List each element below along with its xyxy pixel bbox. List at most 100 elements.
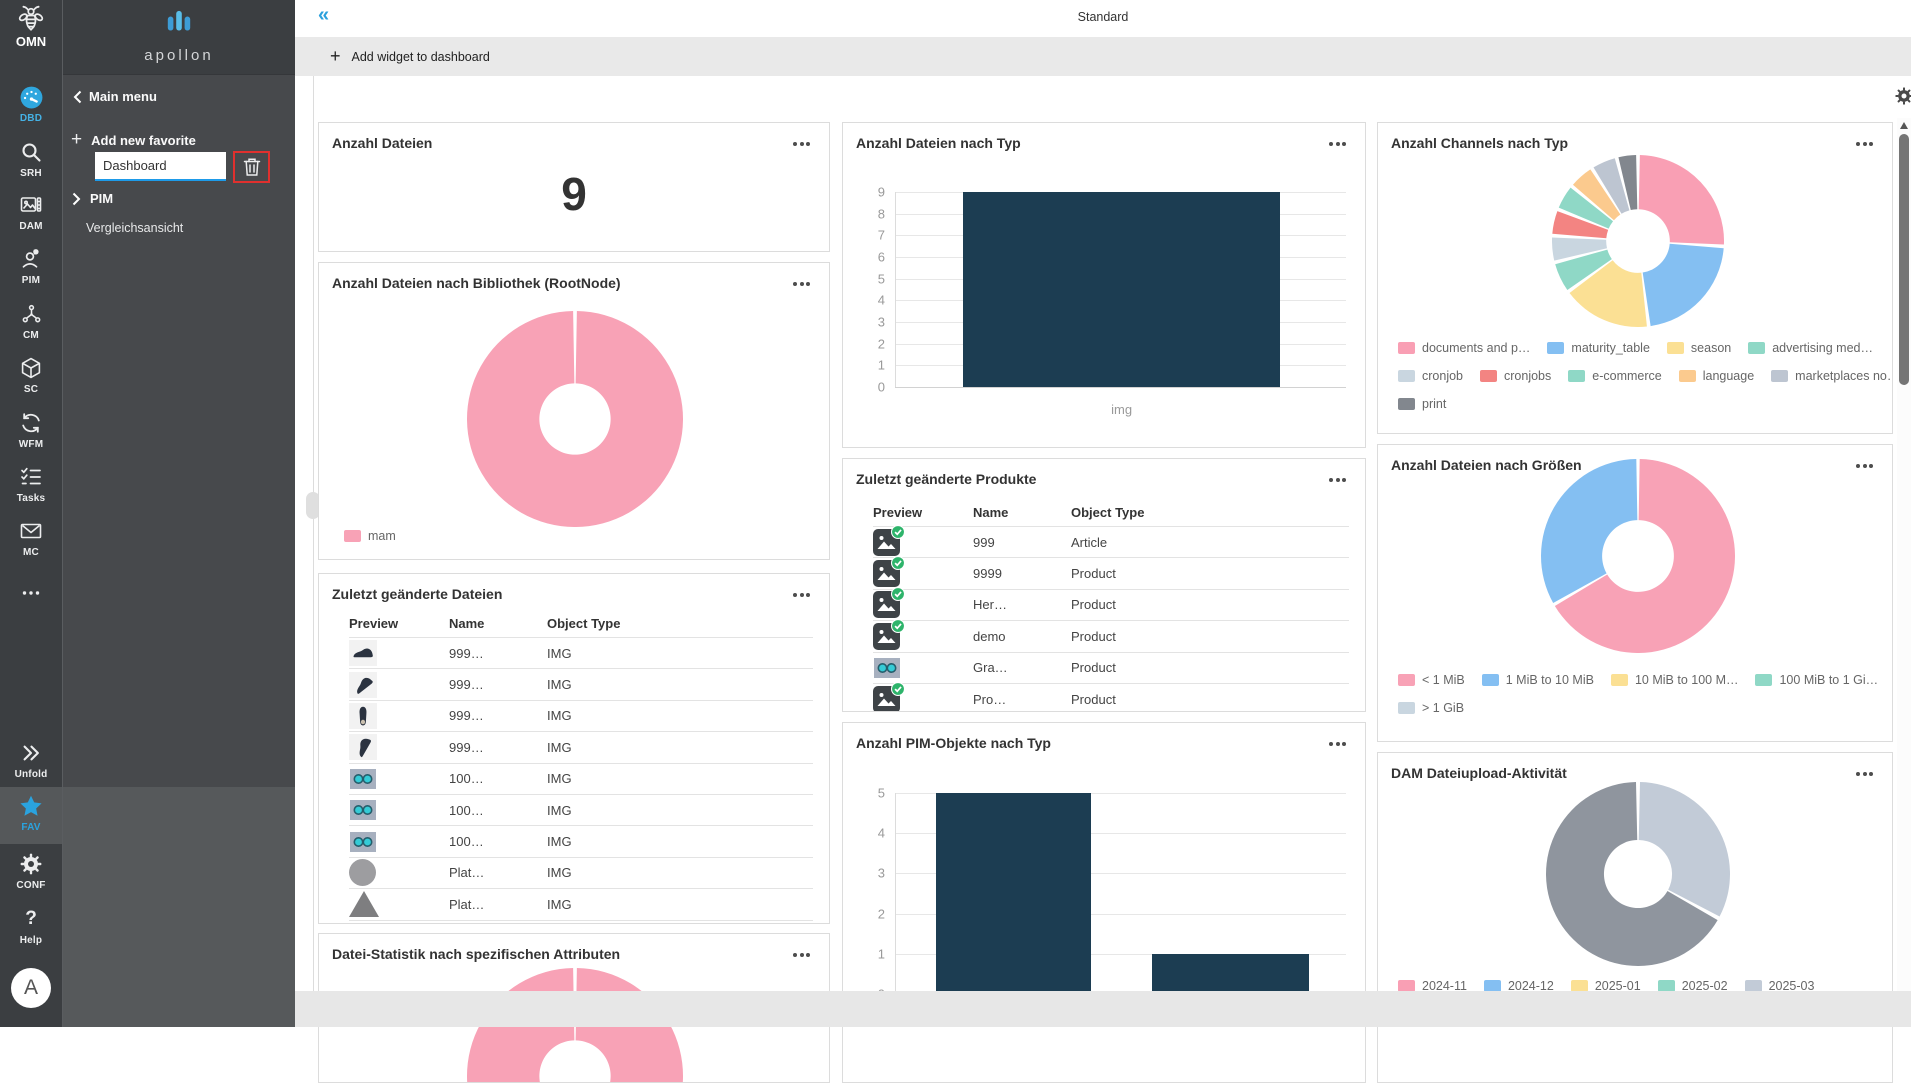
donut-slice[interactable] [1569,260,1647,327]
rail-item-more[interactable] [0,580,62,606]
donut-slice[interactable] [1541,459,1638,604]
legend-item[interactable]: 2024-12 [1483,979,1554,993]
rail-logo-omn[interactable]: OMN [0,5,62,49]
table-row[interactable]: 999… IMG [349,669,813,701]
rail-item-dam[interactable]: DAM [0,192,62,232]
sidebar-group-pim[interactable]: PIM [72,191,295,206]
file-sizes-donut-chart[interactable] [1541,459,1735,653]
rail-item-wfm[interactable]: WFM [0,410,62,450]
table-row[interactable]: 999 Article [873,524,1349,559]
donut-slice[interactable] [1558,187,1614,229]
rail-item-sc[interactable]: SC [0,355,62,395]
widget-menu-button[interactable] [1326,739,1349,749]
legend-item[interactable]: language [1678,369,1754,383]
panel-resize-handle[interactable] [306,492,320,519]
channels-donut-chart[interactable] [1552,155,1724,327]
rail-item-tasks[interactable]: Tasks [0,464,62,504]
rail-item-pim[interactable]: P PIM [0,246,62,286]
rail-item-mc[interactable]: MC [0,518,62,558]
rail-item-fav[interactable]: FAV [0,793,62,833]
table-row[interactable]: 100… IMG [349,795,813,827]
legend-item[interactable]: print [1398,397,1446,411]
donut-slice[interactable] [1593,158,1630,214]
donut-slice[interactable] [1638,155,1724,245]
legend-item[interactable]: cronjob [1398,369,1463,383]
bar[interactable] [1152,953,1309,994]
widget-menu-button[interactable] [790,279,813,289]
legend-item[interactable]: 2025-01 [1570,979,1641,993]
legend-item[interactable]: season [1666,341,1731,355]
upload-activity-donut-chart[interactable] [1546,782,1730,966]
table-row[interactable]: demo Product [873,618,1349,653]
donut-slice[interactable] [1546,782,1718,966]
widget-menu-button[interactable] [790,950,813,960]
rail-item-conf[interactable]: CONF [0,851,62,891]
legend-item[interactable]: e-commerce [1568,369,1662,383]
scrollbar-up-arrow[interactable] [1900,122,1908,129]
legend-item[interactable]: mam [344,529,396,543]
legend-item[interactable]: documents and p… [1398,341,1530,355]
scrollbar-thumb[interactable] [1899,134,1909,385]
legend-item[interactable]: 1 MiB to 10 MiB [1481,673,1594,687]
donut-slice[interactable] [1618,155,1638,211]
widget-menu-button[interactable] [790,590,813,600]
donut-slice[interactable] [467,311,683,527]
table-row[interactable]: Plat… IMG [349,889,813,921]
dashboard-settings-button[interactable] [1894,86,1911,111]
bar[interactable] [936,793,1092,994]
donut-slice[interactable] [1552,211,1609,239]
rail-item-unfold[interactable]: Unfold [0,740,62,780]
donut-slice[interactable] [1554,459,1735,653]
add-widget-button[interactable]: + Add widget to dashboard [295,37,1911,76]
legend-item[interactable]: cronjobs [1480,369,1551,383]
collapse-sidebar-icon[interactable]: « [318,4,330,26]
legend-item[interactable]: maturity_table [1547,341,1650,355]
widget-menu-button[interactable] [1853,461,1876,471]
table-row[interactable]: 9999 Product [873,556,1349,590]
legend-item[interactable]: 10 MiB to 100 M… [1610,673,1738,687]
rail-item-srh[interactable]: SRH [0,139,62,179]
sidebar-item-vergleichsansicht[interactable]: Vergleichsansicht [86,221,184,235]
widget-menu-button[interactable] [790,139,813,149]
library-donut-chart[interactable] [467,311,683,527]
donut-slice[interactable] [1638,782,1730,917]
add-new-favorite-button[interactable]: + Add new favorite [71,129,196,150]
legend-item[interactable]: marketplaces no… [1771,369,1892,383]
table-row[interactable]: Gra… Product [873,653,1349,684]
table-row[interactable]: 100… IMG [349,826,813,858]
widget-menu-button[interactable] [1326,475,1349,485]
donut-slice[interactable] [1555,249,1612,291]
table-row[interactable]: 999… IMG [349,638,813,670]
legend-item[interactable]: < 1 MiB [1398,673,1465,687]
widget-menu-button[interactable] [1853,139,1876,149]
files-by-type-bar-chart[interactable]: 9 8 7 6 5 4 3 2 1 0 img [878,185,1346,417]
rail-item-dbd[interactable]: DBD [0,84,62,124]
table-row[interactable]: 999… IMG [349,732,813,764]
donut-slice[interactable] [1552,237,1608,261]
rail-item-cm[interactable]: CM [0,301,62,341]
rail-item-help[interactable]: ? Help [0,906,62,946]
legend-item[interactable]: 2024-11 [1398,979,1467,993]
donut-slice[interactable] [1642,243,1724,327]
delete-favorite-button[interactable] [233,151,270,183]
favorite-name-input[interactable] [95,152,226,181]
legend-item[interactable]: > 1 GiB [1398,701,1464,715]
widget-menu-button[interactable] [1853,769,1876,779]
table-row[interactable]: Plat… IMG [349,858,813,890]
table-row[interactable]: 100… IMG [349,764,813,795]
donut-slice[interactable] [1572,169,1621,221]
table-row[interactable]: Pro… Product [873,681,1349,711]
table-row[interactable]: Her… Product [873,587,1349,622]
legend-item[interactable]: advertising med… [1748,341,1873,355]
legend-label: 2024-11 [1422,978,1467,993]
back-to-main-menu[interactable]: Main menu [73,89,295,104]
legend-item[interactable]: 100 MiB to 1 Gi… [1755,673,1878,687]
bar[interactable] [963,192,1281,387]
legend-item[interactable]: 2025-03 [1744,979,1814,993]
dashboard-gauge-icon [0,84,62,110]
legend-item[interactable]: 2025-02 [1657,979,1728,993]
rail-item-account[interactable]: A [0,968,62,1008]
table-row[interactable]: 999… IMG [349,701,813,733]
widget-menu-button[interactable] [1326,139,1349,149]
